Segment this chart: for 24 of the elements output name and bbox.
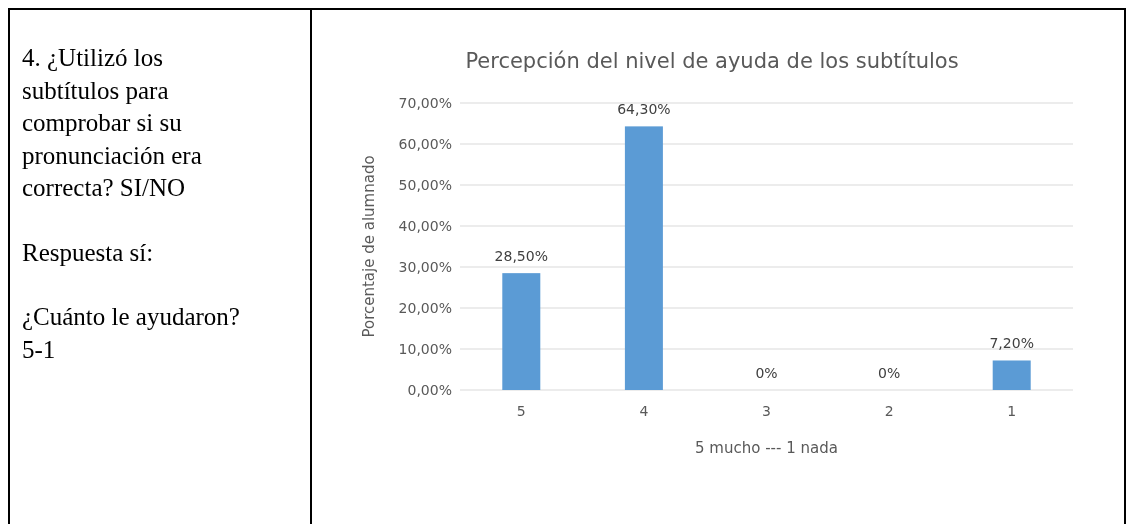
data-label: 7,20% xyxy=(989,335,1034,352)
data-label: 64,30% xyxy=(617,101,671,118)
data-label: 0% xyxy=(877,365,901,381)
data-label: 0% xyxy=(755,365,778,381)
y-axis-title: Porcentaje de alumnado xyxy=(360,155,378,338)
x-axis-title: 5 mucho --- 1 nada xyxy=(695,439,838,457)
x-tick-label: 5 xyxy=(516,403,526,419)
text: 4. ¿Utilizó los subtítulos para comprobar si su pronunciación era correcta? SI/NO xyxy=(22,43,203,203)
text: Respuesta sí: xyxy=(22,237,155,268)
y-tick-label: 30,00% xyxy=(398,258,452,275)
y-tick-label: 50,00% xyxy=(398,176,452,193)
chart-title: Percepción del nivel de ayuda de los subtítulos xyxy=(465,49,959,73)
y-tick-label: 10,00% xyxy=(398,340,452,357)
x-tick-label: 4 xyxy=(639,403,649,419)
y-tick-label: 20,00% xyxy=(398,299,452,316)
x-tick-label: 3 xyxy=(762,403,771,419)
y-tick-label: 40,00% xyxy=(398,217,452,234)
y-tick-label: 0,00% xyxy=(407,381,452,398)
data-label: 28,50% xyxy=(494,248,548,265)
x-tick-label: 1 xyxy=(1007,403,1017,419)
y-tick-label: 70,00% xyxy=(398,94,452,111)
y-tick-label: 60,00% xyxy=(398,135,452,152)
x-tick-label: 2 xyxy=(884,403,894,419)
text: ¿Cuánto le ayudaron? 5-1 xyxy=(22,302,241,365)
